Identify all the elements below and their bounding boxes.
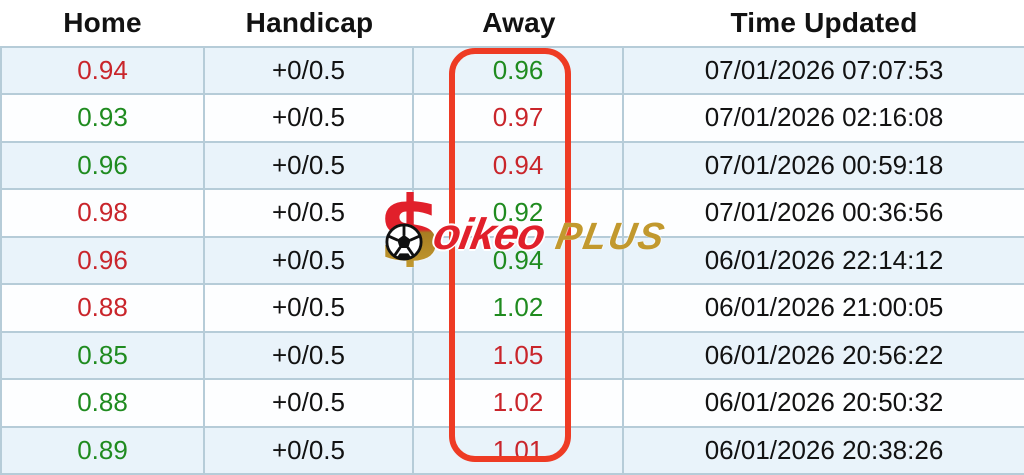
- handicap-cell: +0/0.5: [205, 142, 414, 188]
- table-row: 0.88 +0/0.5 1.02 06/01/2026 21:00:05: [2, 285, 1024, 333]
- home-odds-cell: 0.94: [2, 47, 205, 93]
- home-odds-cell: 0.88: [2, 285, 205, 331]
- time-updated-cell: 06/01/2026 20:38:26: [704, 434, 944, 465]
- column-header-away: Away: [482, 6, 556, 38]
- handicap-cell: +0/0.5: [205, 427, 414, 473]
- column-header-home: Home: [63, 6, 142, 38]
- column-header-time: Time Updated: [730, 6, 918, 38]
- away-odds-cell: 1.02: [414, 285, 624, 331]
- home-odds-cell: 0.93: [2, 95, 205, 141]
- home-odds-cell: 0.98: [2, 190, 205, 236]
- home-odds-cell: 0.89: [2, 427, 205, 473]
- column-header-handicap: Handicap: [245, 6, 374, 38]
- handicap-cell: +0/0.5: [205, 95, 414, 141]
- handicap-cell: +0/0.5: [205, 380, 414, 426]
- table-row: 0.96 +0/0.5 0.94 07/01/2026 00:59:18: [2, 142, 1024, 190]
- table-row: 0.96 +0/0.5 0.94 06/01/2026 22:14:12: [2, 237, 1024, 285]
- away-odds-cell: 1.05: [414, 332, 624, 378]
- table-body: 0.94 +0/0.5 0.96 07/01/2026 07:07:53 0.9…: [0, 47, 1024, 475]
- table-row: 0.85 +0/0.5 1.05 06/01/2026 20:56:22: [2, 332, 1024, 380]
- handicap-cell: +0/0.5: [205, 285, 414, 331]
- time-updated-cell: 07/01/2026 00:36:56: [704, 197, 944, 228]
- away-odds-cell: 0.97: [414, 95, 624, 141]
- away-odds-cell: 0.94: [414, 142, 624, 188]
- home-odds-cell: 0.85: [2, 332, 205, 378]
- table-header-row: Home Handicap Away Time Updated: [0, 0, 1024, 48]
- time-updated-cell: 07/01/2026 07:07:53: [704, 54, 944, 85]
- table-row: 0.98 +0/0.5 0.92 07/01/2026 00:36:56: [2, 190, 1024, 238]
- table-row: 0.93 +0/0.5 0.97 07/01/2026 02:16:08: [2, 95, 1024, 143]
- away-odds-cell: 1.02: [414, 380, 624, 426]
- time-updated-cell: 07/01/2026 02:16:08: [704, 102, 944, 133]
- away-odds-cell: 0.94: [414, 237, 624, 283]
- handicap-cell: +0/0.5: [205, 237, 414, 283]
- time-updated-cell: 07/01/2026 00:59:18: [704, 149, 944, 180]
- home-odds-cell: 0.88: [2, 380, 205, 426]
- time-updated-cell: 06/01/2026 22:14:12: [704, 244, 944, 275]
- table-row: 0.88 +0/0.5 1.02 06/01/2026 20:50:32: [2, 380, 1024, 428]
- away-odds-cell: 0.92: [414, 190, 624, 236]
- table-row: 0.94 +0/0.5 0.96 07/01/2026 07:07:53: [2, 47, 1024, 95]
- handicap-cell: +0/0.5: [205, 47, 414, 93]
- home-odds-cell: 0.96: [2, 237, 205, 283]
- handicap-cell: +0/0.5: [205, 190, 414, 236]
- handicap-cell: +0/0.5: [205, 332, 414, 378]
- table-row: 0.89 +0/0.5 1.01 06/01/2026 20:38:26: [2, 427, 1024, 475]
- away-odds-cell: 1.01: [414, 427, 624, 473]
- time-updated-cell: 06/01/2026 20:56:22: [704, 339, 944, 370]
- time-updated-cell: 06/01/2026 20:50:32: [704, 387, 944, 418]
- away-odds-cell: 0.96: [414, 47, 624, 93]
- home-odds-cell: 0.96: [2, 142, 205, 188]
- time-updated-cell: 06/01/2026 21:00:05: [704, 292, 944, 323]
